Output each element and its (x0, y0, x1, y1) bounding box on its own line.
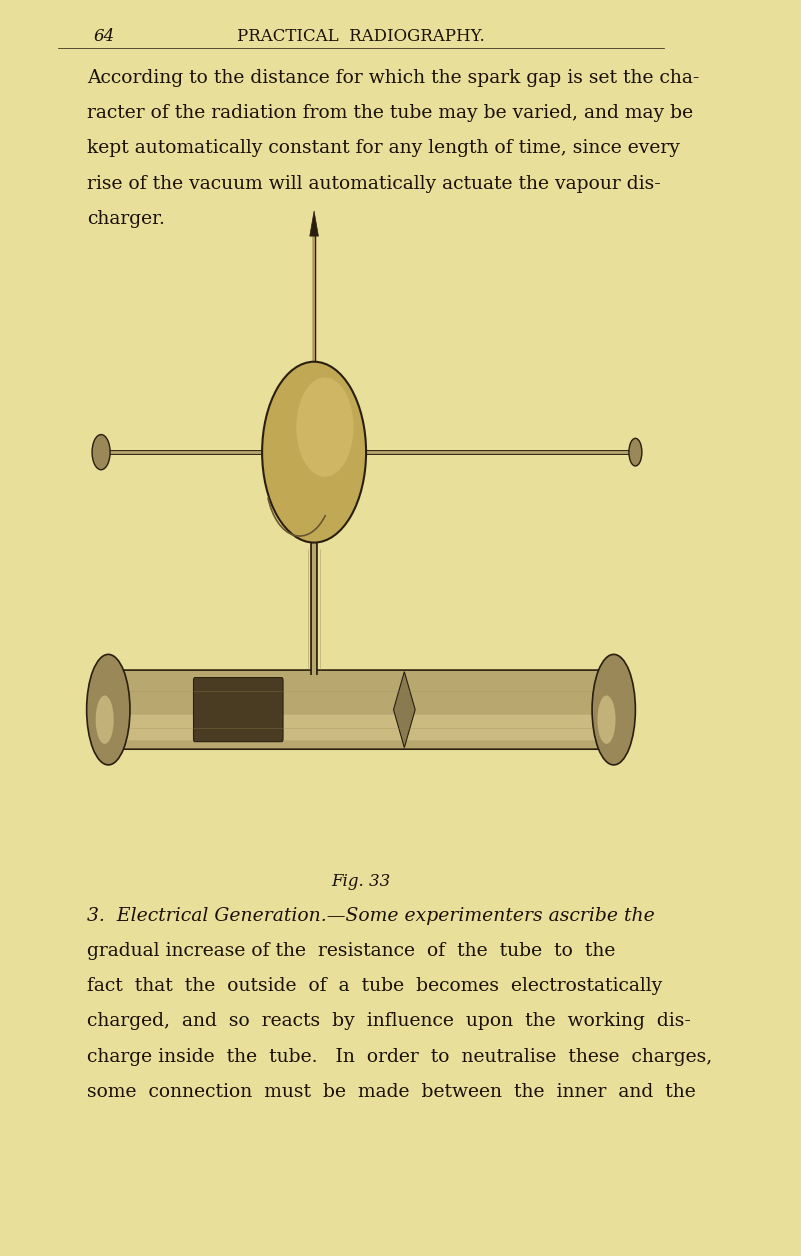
Text: charged,  and  so  reacts  by  influence  upon  the  working  dis-: charged, and so reacts by influence upon… (87, 1012, 690, 1030)
Circle shape (296, 377, 353, 477)
Text: Fig. 33: Fig. 33 (332, 873, 391, 891)
Text: 3.  Electrical Generation.—Some experimenters ascribe the: 3. Electrical Generation.—Some experimen… (87, 907, 654, 924)
Ellipse shape (592, 654, 635, 765)
Ellipse shape (598, 696, 615, 744)
Text: kept automatically constant for any length of time, since every: kept automatically constant for any leng… (87, 139, 679, 157)
Text: gradual increase of the  resistance  of  the  tube  to  the: gradual increase of the resistance of th… (87, 942, 615, 960)
Text: 64: 64 (94, 28, 115, 45)
FancyBboxPatch shape (99, 671, 624, 749)
Text: According to the distance for which the spark gap is set the cha-: According to the distance for which the … (87, 69, 699, 87)
FancyBboxPatch shape (194, 678, 283, 741)
Ellipse shape (92, 435, 110, 470)
Polygon shape (393, 672, 415, 747)
Text: racter of the radiation from the tube may be varied, and may be: racter of the radiation from the tube ma… (87, 104, 693, 122)
Text: some  connection  must  be  made  between  the  inner  and  the: some connection must be made between the… (87, 1083, 695, 1100)
Text: rise of the vacuum will automatically actuate the vapour dis-: rise of the vacuum will automatically ac… (87, 175, 660, 192)
Text: PRACTICAL  RADIOGRAPHY.: PRACTICAL RADIOGRAPHY. (237, 28, 485, 45)
Ellipse shape (95, 696, 114, 744)
FancyBboxPatch shape (107, 715, 615, 741)
Text: charger.: charger. (87, 210, 164, 227)
Text: fact  that  the  outside  of  a  tube  becomes  electrostatically: fact that the outside of a tube becomes … (87, 977, 662, 995)
Text: charge inside  the  tube.   In  order  to  neutralise  these  charges,: charge inside the tube. In order to neut… (87, 1048, 712, 1065)
Circle shape (262, 362, 366, 543)
Ellipse shape (629, 438, 642, 466)
Ellipse shape (87, 654, 130, 765)
Polygon shape (310, 211, 319, 236)
